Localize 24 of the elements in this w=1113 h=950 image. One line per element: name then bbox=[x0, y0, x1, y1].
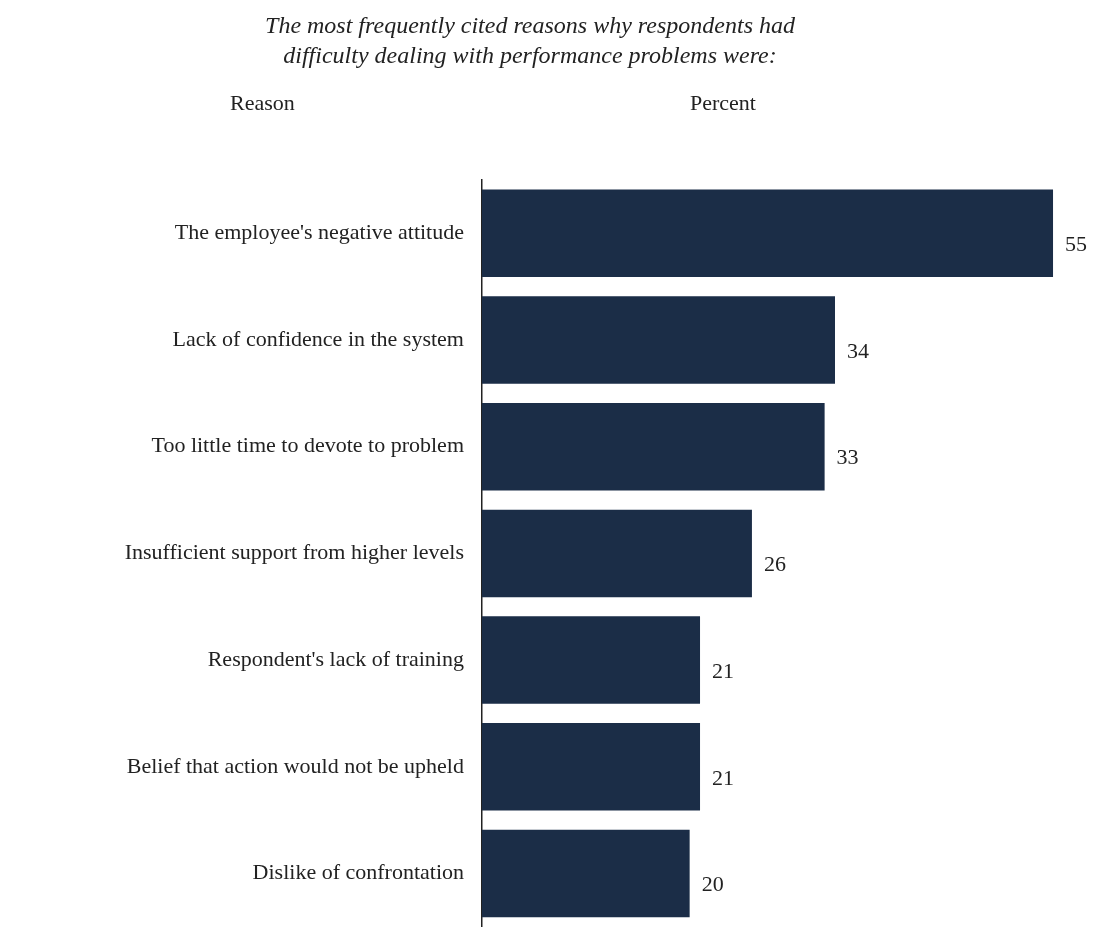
bar bbox=[482, 509, 752, 598]
data-label: 20 bbox=[701, 871, 724, 897]
bar bbox=[482, 189, 1054, 278]
y-tick-label: Dislike of confrontation bbox=[252, 859, 464, 885]
y-axis-title: Reason bbox=[230, 90, 295, 116]
y-tick-label: Belief that action would not be upheld bbox=[126, 752, 464, 778]
bar bbox=[482, 402, 825, 491]
data-label: 26 bbox=[763, 551, 786, 577]
bar bbox=[482, 296, 835, 384]
data-label: 21 bbox=[712, 657, 735, 683]
bar bbox=[482, 723, 701, 811]
x-axis-title: Percent bbox=[690, 90, 756, 116]
data-label: 55 bbox=[1065, 231, 1088, 257]
y-tick-label: The employee's negative attitude bbox=[174, 219, 464, 245]
y-tick-label: Respondent's lack of training bbox=[207, 645, 464, 671]
y-tick-label: Lack of confidence in the system bbox=[172, 325, 464, 351]
bar bbox=[482, 616, 701, 704]
bar bbox=[482, 829, 690, 918]
y-tick-label: Too little time to devote to problem bbox=[151, 432, 464, 458]
data-label: 21 bbox=[712, 764, 735, 790]
data-label: 34 bbox=[847, 337, 869, 363]
chart-title: The most frequently cited reasons why respondents had difficulty dealing with performance problems were: bbox=[264, 11, 796, 70]
y-tick-label: Insufficient support from higher levels bbox=[124, 539, 464, 565]
data-label: 33 bbox=[836, 444, 859, 470]
